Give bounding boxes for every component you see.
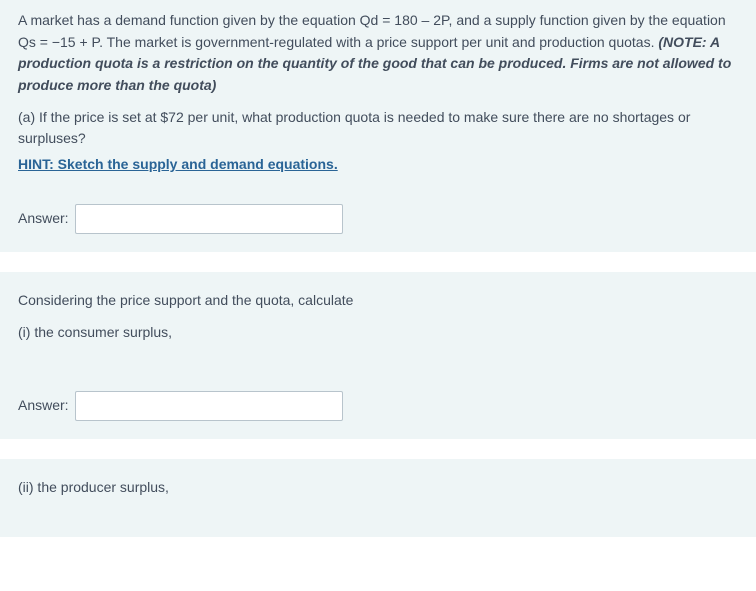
answer-row-b: Answer: [18, 391, 738, 421]
answer-label-a: Answer: [18, 208, 69, 230]
hint-link[interactable]: HINT: Sketch the supply and demand equat… [18, 154, 338, 176]
part-b-prompt: Considering the price support and the qu… [18, 290, 738, 312]
question-intro-block: A market has a demand function given by … [0, 0, 756, 252]
question-part-b-block: Considering the price support and the qu… [0, 272, 756, 439]
section-gap-2 [0, 439, 756, 459]
answer-input-b[interactable] [75, 391, 343, 421]
answer-input-a[interactable] [75, 204, 343, 234]
part-a-prompt: (a) If the price is set at $72 per unit,… [18, 107, 738, 150]
answer-row-a: Answer: [18, 204, 738, 234]
question-part-c-block: (ii) the producer surplus, [0, 459, 756, 537]
section-gap-1 [0, 252, 756, 272]
intro-paragraph: A market has a demand function given by … [18, 10, 738, 97]
intro-text: A market has a demand function given by … [18, 12, 726, 50]
answer-label-b: Answer: [18, 395, 69, 417]
part-c-sub-ii: (ii) the producer surplus, [18, 477, 738, 499]
part-b-sub-i: (i) the consumer surplus, [18, 322, 738, 344]
